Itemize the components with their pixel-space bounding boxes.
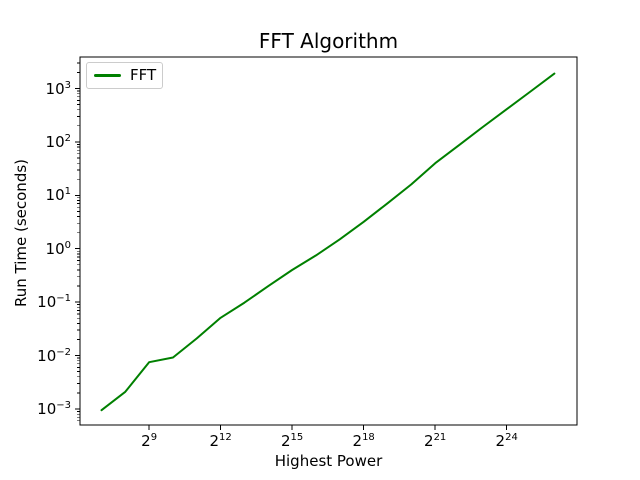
x-tick-label: 212 <box>209 432 232 450</box>
x-axis-label: Highest Power <box>274 452 383 470</box>
x-tick-label: 221 <box>424 432 447 450</box>
y-tick-label: 100 <box>45 239 71 258</box>
legend-line-sample <box>94 74 121 77</box>
y-tick-label: 10−3 <box>37 399 71 418</box>
y-tick-label: 103 <box>45 79 71 98</box>
legend: FFT <box>86 62 163 89</box>
series-line-fft <box>100 72 556 412</box>
legend-label: FFT <box>130 66 157 84</box>
y-tick-label: 102 <box>45 132 71 151</box>
x-tick-label: 224 <box>495 432 518 450</box>
y-tick-label: 10−2 <box>37 346 71 365</box>
chart-title: FFT Algorithm <box>258 29 399 53</box>
x-tick-label: 218 <box>352 432 375 450</box>
y-tick-label: 10−1 <box>37 293 71 312</box>
y-tick-label: 101 <box>45 186 71 205</box>
x-tick-label: 215 <box>281 432 304 450</box>
axes-frame <box>79 56 578 426</box>
x-tick-label: 29 <box>141 432 158 450</box>
y-axis-label: Run Time (seconds) <box>12 158 30 308</box>
